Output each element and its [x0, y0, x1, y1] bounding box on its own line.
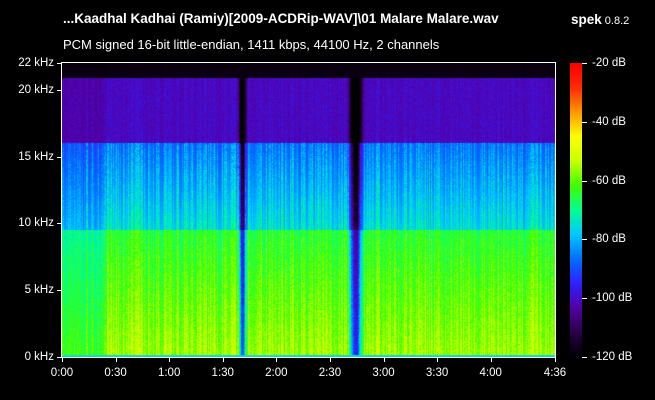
time-tick-mark — [62, 357, 63, 362]
freq-tick-mark — [57, 90, 62, 91]
file-title: ...Kaadhal Kadhai (Ramiy)[2009-ACDRip-WA… — [63, 11, 499, 26]
freq-tick-mark — [57, 223, 62, 224]
db-tick-mark — [582, 122, 587, 123]
db-tick-label: -100 dB — [592, 292, 633, 305]
time-tick-mark — [384, 357, 385, 362]
freq-tick-label: 15 kHz — [18, 150, 54, 163]
freq-tick-mark — [57, 63, 62, 64]
time-tick-label: 1:00 — [157, 367, 181, 379]
db-tick-label: -60 dB — [592, 174, 626, 187]
time-tick-mark — [223, 357, 224, 362]
app-badge: spek 0.8.2 — [571, 11, 629, 29]
time-tick-label: 1:30 — [211, 367, 234, 379]
db-tick-label: -120 dB — [592, 351, 633, 363]
db-tick-label: -80 dB — [592, 233, 626, 246]
db-tick-mark — [582, 63, 587, 64]
spectrogram-plot[interactable] — [62, 63, 555, 357]
db-tick-mark — [582, 239, 587, 240]
freq-tick-label: 22 kHz — [18, 57, 54, 69]
db-tick-mark — [582, 298, 587, 299]
db-tick-label: -40 dB — [592, 115, 626, 128]
audio-info: PCM signed 16-bit little-endian, 1411 kb… — [63, 37, 440, 52]
freq-tick-label: 10 kHz — [18, 217, 54, 230]
time-tick-label: 3:00 — [372, 367, 395, 379]
time-tick-label: 0:30 — [104, 367, 127, 379]
freq-tick-label: 20 kHz — [18, 83, 54, 96]
time-tick-mark — [276, 357, 277, 362]
freq-tick-mark — [57, 357, 62, 358]
freq-tick-label: 0 kHz — [24, 351, 54, 363]
app-version: 0.8.2 — [604, 15, 630, 27]
db-tick-label: -20 dB — [592, 57, 626, 69]
freq-tick-label: 5 kHz — [24, 284, 54, 297]
time-tick-label: 2:30 — [318, 367, 342, 379]
time-tick-label: 0:00 — [50, 367, 74, 379]
freq-tick-mark — [57, 290, 62, 291]
time-tick-mark — [330, 357, 331, 362]
freq-tick-mark — [57, 157, 62, 158]
time-tick-mark — [437, 357, 438, 362]
time-tick-label: 4:00 — [479, 367, 502, 379]
time-tick-mark — [169, 357, 170, 362]
app-name: spek — [571, 12, 602, 27]
time-tick-label: 3:30 — [425, 367, 449, 379]
db-tick-mark — [582, 181, 587, 182]
time-tick-mark — [116, 357, 117, 362]
time-tick-mark — [555, 357, 556, 362]
db-color-bar — [570, 63, 582, 357]
db-tick-mark — [582, 357, 587, 358]
time-tick-label: 4:36 — [543, 367, 567, 379]
time-tick-mark — [491, 357, 492, 362]
time-tick-label: 2:00 — [265, 367, 288, 379]
